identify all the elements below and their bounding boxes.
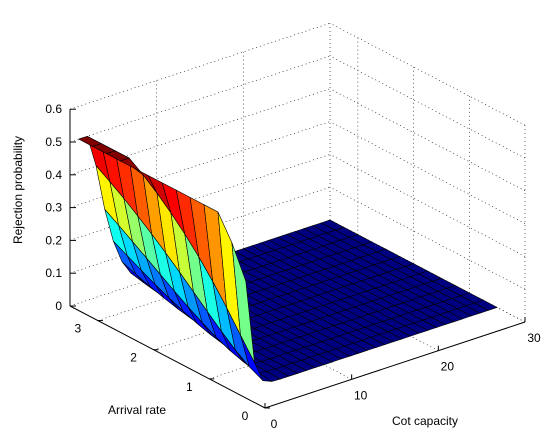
x-tick-label: 10: [354, 388, 368, 402]
z-tick-label: 0: [55, 299, 62, 313]
z-axis-label: Rejection probability: [11, 136, 25, 244]
x-tick-label: 20: [441, 360, 455, 374]
x-axis-label: Cot capacity: [392, 414, 458, 428]
right-wall-grid-line: [330, 56, 525, 158]
z-tick-label: 0.6: [45, 102, 62, 116]
y-tick-label: 0: [242, 409, 249, 423]
z-tick-label: 0.5: [45, 135, 62, 149]
z-tick-label: 0.3: [45, 201, 62, 215]
right-wall-grid-line: [330, 23, 525, 125]
right-wall-grid-line: [330, 89, 525, 191]
y-tick-label: 3: [75, 322, 82, 336]
surface-layer: [79, 136, 497, 381]
y-tick-label: 2: [130, 351, 137, 365]
z-tick-label: 0.1: [45, 266, 62, 280]
y-axis-label: Arrival rate: [108, 403, 166, 417]
back-wall-grid-line: [70, 56, 330, 142]
z-tick-label: 0.4: [45, 168, 62, 182]
x-tick-label: 30: [527, 331, 541, 345]
z-tick-label: 0.2: [45, 233, 62, 247]
x-tick-label: 0: [271, 417, 278, 431]
right-wall-grid-line: [330, 122, 525, 224]
back-wall-grid-line: [70, 23, 330, 109]
y-tick-label: 1: [186, 380, 193, 394]
